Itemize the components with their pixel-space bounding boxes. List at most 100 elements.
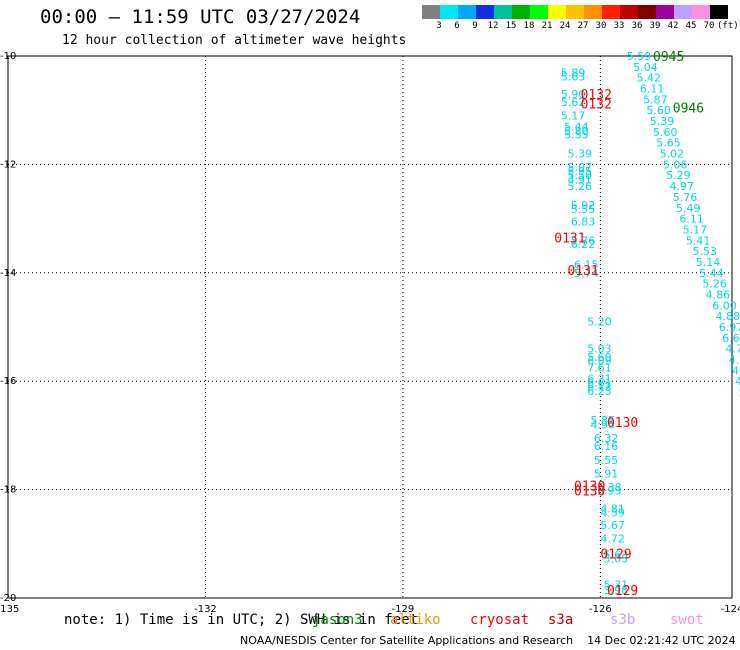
wave-height-value: 5.91 — [594, 467, 619, 480]
wave-height-value: 4.61 — [732, 364, 740, 377]
wave-height-value: 6.97 — [719, 321, 740, 334]
x-tick-label: -124 — [721, 604, 740, 615]
color-swatch — [710, 5, 728, 19]
wave-height-value: 6.11 — [640, 83, 665, 96]
color-scale-bar — [422, 5, 728, 19]
wave-height-value: 5.49 — [676, 202, 701, 215]
pass-time-label: 0132 — [581, 98, 612, 113]
wave-height-value: 4.76 — [729, 354, 740, 367]
wave-height-value: 6.15 — [574, 259, 599, 272]
wave-height-value: 5.65 — [656, 137, 681, 150]
wave-height-value: 5.17 — [561, 110, 586, 123]
wave-height-value: 6.12 — [587, 381, 612, 394]
color-swatch — [458, 5, 476, 19]
chart-subtitle: 12 hour collection of altimeter wave hei… — [62, 33, 407, 48]
wave-height-value: 6.61 — [587, 376, 612, 389]
x-tick-label: -132 — [194, 604, 217, 615]
wave-height-value: 5.17 — [683, 223, 708, 236]
wave-height-value: 5.60 — [653, 126, 678, 139]
wave-height-value: 5.85 — [590, 414, 615, 427]
color-swatch — [512, 5, 530, 19]
color-swatch — [674, 5, 692, 19]
wave-height-value: 4.91 — [567, 174, 592, 187]
color-scale-label: 27 — [577, 21, 589, 31]
wave-height-value: 5.39 — [567, 148, 592, 161]
wave-height-value: 5.76 — [673, 191, 698, 204]
wave-height-value: 5.31 — [604, 578, 629, 591]
y-tick-label: -14 — [0, 268, 16, 279]
wave-height-value: 5.02 — [660, 148, 685, 161]
color-swatch — [440, 5, 458, 19]
wave-height-value: 5.89 — [561, 66, 586, 79]
wave-height-value: 5.55 — [564, 129, 589, 142]
color-swatch — [584, 5, 602, 19]
wave-height-value: 6.11 — [679, 213, 704, 226]
wave-height-value: 5.93 — [597, 485, 622, 498]
wave-height-value: 4.59 — [600, 506, 625, 519]
color-swatch — [494, 5, 512, 19]
wave-height-value: 4.97 — [669, 180, 694, 193]
legend-item-swot: swot — [670, 612, 704, 628]
wave-height-value: 5.41 — [686, 234, 711, 247]
wave-height-value: 3.98 — [604, 584, 629, 597]
color-scale-label: 24 — [559, 21, 571, 31]
y-tick-label: -20 — [0, 593, 16, 604]
wave-height-value: 5.26 — [567, 180, 592, 193]
color-scale-label: 9 — [472, 21, 478, 31]
wave-height-value: 5.20 — [587, 316, 612, 329]
wave-height-value: 5.95 — [567, 165, 592, 178]
color-scale-label: 42 — [667, 21, 679, 31]
wave-height-value: 5.44 — [699, 267, 724, 280]
wave-height-value: 5.63 — [604, 549, 629, 562]
wave-height-value: 5.29 — [666, 169, 691, 182]
color-scale-label: 6 — [454, 21, 460, 31]
wave-height-value: 5.38 — [597, 481, 622, 494]
color-swatch — [602, 5, 620, 19]
legend-item-s3b: s3b — [610, 612, 636, 628]
wave-height-value: 6.32 — [594, 432, 619, 445]
wave-height-value: 4.72 — [600, 532, 625, 545]
wave-height-value: 5.74 — [574, 267, 599, 280]
x-tick-label: -126 — [589, 604, 612, 615]
color-scale-label: 39 — [649, 21, 661, 31]
wave-height-value: 5.07 — [567, 161, 592, 174]
wave-height-value: 5.03 — [587, 343, 612, 356]
wave-height-value: 4.88 — [716, 310, 740, 323]
y-tick-label: -10 — [0, 51, 16, 62]
wave-height-value: 5.87 — [643, 93, 668, 106]
legend-item-s3a: s3a — [548, 612, 574, 628]
color-scale-label: 15 — [505, 21, 517, 31]
pass-time-label: 0131 — [554, 232, 585, 247]
x-tick-label: -129 — [392, 604, 415, 615]
color-swatch — [548, 5, 566, 19]
x-tick-label: -135 — [0, 604, 19, 615]
wave-height-value: 6.16 — [594, 440, 619, 453]
wave-height-value: 5.50 — [567, 169, 592, 182]
wave-height-value: 5.90 — [561, 88, 586, 101]
color-swatch — [656, 5, 674, 19]
wave-height-value: 6.23 — [587, 385, 612, 398]
color-swatch — [422, 5, 440, 19]
wave-height-value: 5.14 — [696, 256, 721, 269]
wave-height-value: 5.42 — [637, 72, 662, 85]
wave-height-value: 6.22 — [571, 238, 596, 251]
wave-height-value: 5.67 — [600, 519, 625, 532]
wave-height-value: 5.05 — [604, 552, 629, 565]
wave-height-value: 4.97 — [735, 375, 740, 388]
y-tick-label: -16 — [0, 376, 16, 387]
wave-height-value: 4.86 — [706, 288, 731, 301]
wave-height-value: 5.55 — [571, 203, 596, 216]
wave-height-value: 5.76 — [571, 234, 596, 247]
wave-height-value: 5.80 — [564, 125, 589, 138]
color-swatch — [638, 5, 656, 19]
footer-credit: NOAA/NESDIS Center for Satellite Applica… — [240, 634, 736, 647]
y-tick-label: -18 — [0, 485, 16, 496]
color-swatch — [620, 5, 638, 19]
pass-time-label: 0130 — [574, 485, 605, 500]
wave-height-value: 5.59 — [627, 50, 652, 63]
y-tick-label: -12 — [0, 159, 16, 170]
color-scale-label: 18 — [523, 21, 535, 31]
wave-height-value: 5.60 — [587, 351, 612, 364]
color-scale-label: 36 — [631, 21, 643, 31]
